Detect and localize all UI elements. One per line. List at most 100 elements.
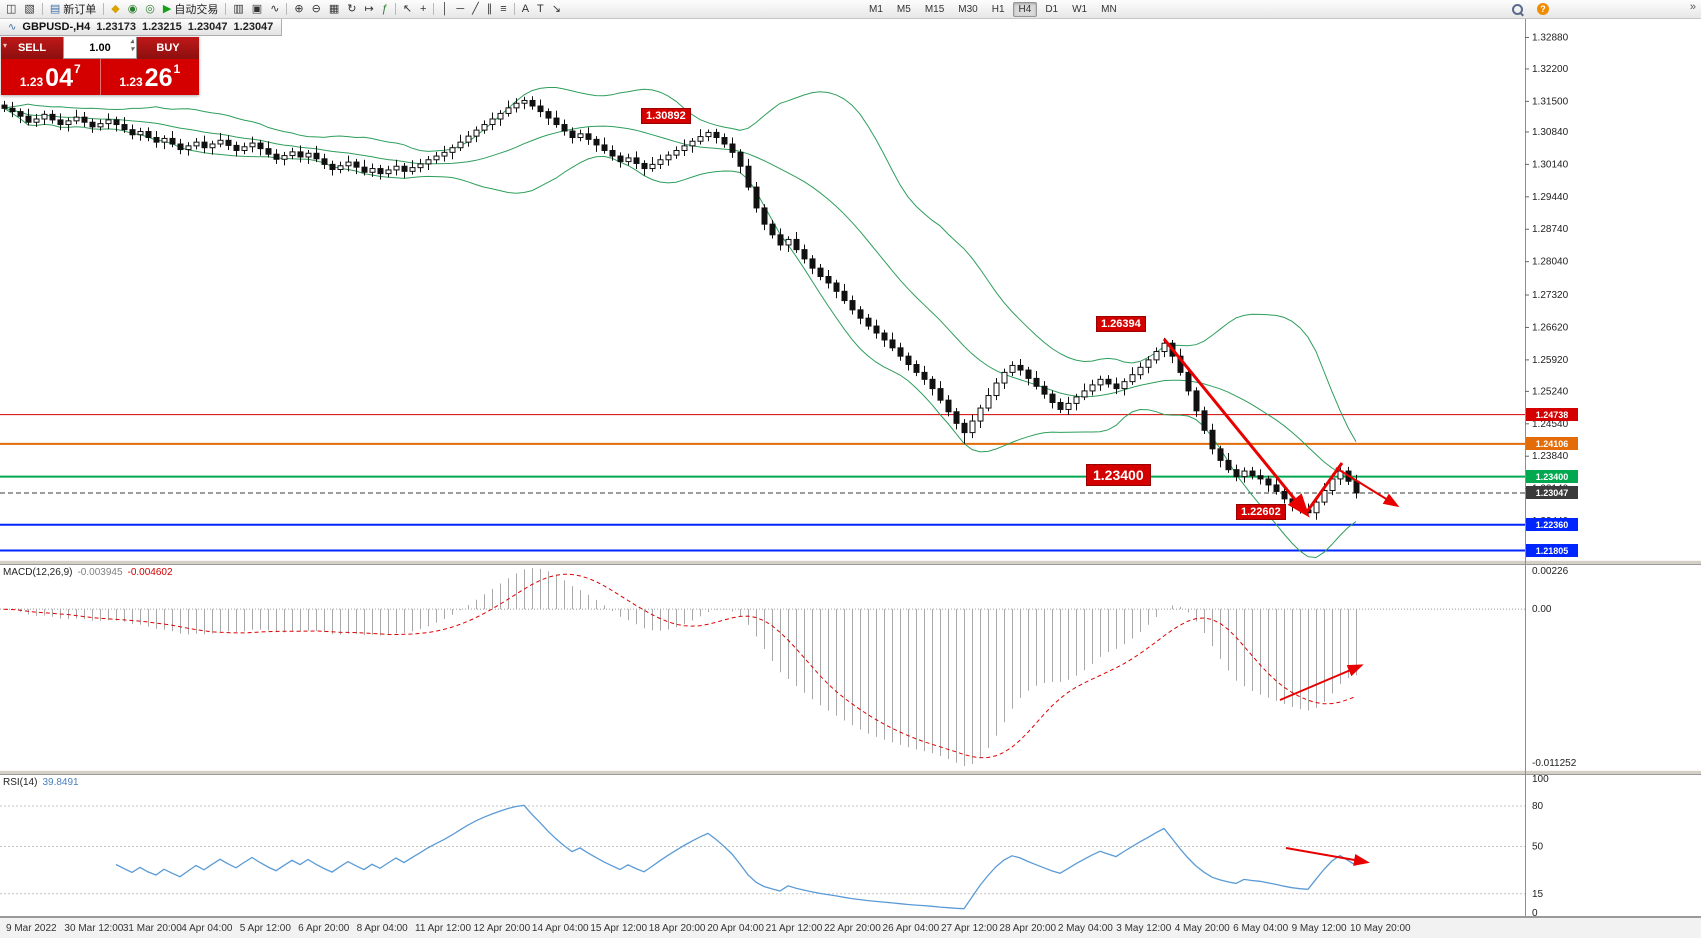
- svg-text:4 May 20:00: 4 May 20:00: [1175, 923, 1230, 934]
- svg-text:27 Apr 12:00: 27 Apr 12:00: [941, 923, 998, 934]
- trend-arrows: [1162, 338, 1400, 866]
- chart-tab[interactable]: ∿ GBPUSD-,H4 1.23173 1.23215 1.23047 1.2…: [0, 18, 283, 36]
- text-label-icon: T: [537, 3, 544, 15]
- zoom-out-icon: ⊖: [311, 3, 321, 15]
- annotation-price-label: 1.22602: [1236, 504, 1286, 520]
- new-order-button[interactable]: ▤ 新订单: [46, 1, 100, 17]
- chart-profiles-icon[interactable]: ▧: [20, 1, 38, 17]
- svg-text:5 Apr 12:00: 5 Apr 12:00: [240, 923, 292, 934]
- volume-spinner[interactable]: ▴ ▾: [130, 38, 134, 53]
- new-order-button: ▤: [49, 3, 61, 15]
- trade-panel-collapse-icon[interactable]: ▾: [3, 41, 8, 50]
- quote-close: 1.23047: [233, 21, 274, 33]
- rsi-indicator-label: RSI(14) 39.8491: [3, 777, 79, 788]
- sell-price[interactable]: 1.23 04 7: [19, 62, 81, 92]
- navigator-icon: ◎: [145, 3, 155, 15]
- svg-text:6 May 04:00: 6 May 04:00: [1233, 923, 1288, 934]
- navigator-icon[interactable]: ◎: [141, 1, 159, 17]
- auto-scroll-icon[interactable]: ↻: [343, 1, 360, 17]
- timeframe-m15-button[interactable]: M15: [924, 3, 945, 15]
- top-toolbar: ◫ ▧ ▤ 新订单 ◆ ◉ ◎ ▶ 自动交易 ▥ ▣ ∿ ⊕ ⊖ ▦ ↻ ↦ ƒ ↖ + │ ─ ╱ ∥ ≡ A T ↘ M1 M5 M1…: [0, 0, 1701, 19]
- channel-icon[interactable]: ∥: [483, 1, 497, 17]
- candlestick-icon[interactable]: ▣: [248, 1, 266, 17]
- macd-axis[interactable]: 0.00226 0.00 -0.011252: [1532, 566, 1577, 769]
- svg-text:30 Mar 12:00: 30 Mar 12:00: [64, 923, 123, 934]
- indicators-icon[interactable]: ƒ: [378, 1, 392, 17]
- zoom-in-icon[interactable]: ⊕: [290, 1, 307, 17]
- pane-separator[interactable]: [0, 560, 1701, 564]
- toolbar-separator: [433, 3, 435, 15]
- svg-text:3 May 12:00: 3 May 12:00: [1116, 923, 1171, 934]
- trendline-icon[interactable]: ╱: [468, 1, 483, 17]
- arrows-tool-icon[interactable]: ↘: [548, 1, 565, 17]
- timeframe-w1-button[interactable]: W1: [1072, 3, 1088, 15]
- zoom-out-icon[interactable]: ⊖: [308, 1, 325, 17]
- svg-text:1.28740: 1.28740: [1532, 224, 1569, 235]
- svg-text:22 Apr 20:00: 22 Apr 20:00: [824, 923, 881, 934]
- toolbar-separator: [394, 3, 396, 15]
- svg-text:1.30840: 1.30840: [1532, 127, 1569, 138]
- market-watch-icon[interactable]: ◉: [124, 1, 142, 17]
- price-level-tag: 1.22360: [1526, 518, 1578, 532]
- autotrading-button-label: 自动交易: [174, 4, 219, 16]
- price-level-tag: 1.21805: [1526, 544, 1578, 557]
- text-label-icon[interactable]: T: [533, 1, 548, 17]
- timeframe-m30-button[interactable]: M30: [958, 3, 978, 15]
- cursor-icon[interactable]: ↖: [399, 1, 416, 17]
- timeframe-m5-button[interactable]: M5: [896, 3, 911, 15]
- ohlc-bars-icon[interactable]: ▥: [229, 1, 247, 17]
- pane-separator[interactable]: [0, 770, 1701, 774]
- auto-scroll-icon: ↻: [347, 3, 357, 15]
- search-icon[interactable]: [1508, 1, 1527, 17]
- help-icon[interactable]: ?: [1533, 1, 1553, 17]
- timeframe-mn-button[interactable]: MN: [1101, 3, 1117, 15]
- timeframe-d1-button[interactable]: D1: [1045, 3, 1059, 15]
- svg-text:1.32200: 1.32200: [1532, 64, 1569, 75]
- trade-price-display: 1.23 04 7 1.23 26 1: [1, 59, 199, 95]
- autotrading-button[interactable]: ▶ 自动交易: [159, 1, 222, 17]
- crosshair-icon[interactable]: +: [416, 1, 430, 17]
- tile-windows-icon: ▦: [328, 3, 340, 15]
- zoom-in-icon: ⊕: [294, 3, 304, 15]
- volume-input[interactable]: 1.00 ▴ ▾: [63, 37, 137, 59]
- svg-text:80: 80: [1532, 801, 1544, 812]
- timeframe-h4-button[interactable]: H4: [1012, 1, 1038, 17]
- timeframe-m1-button[interactable]: M1: [869, 3, 883, 15]
- toolbar-separator: [225, 3, 227, 15]
- buy-button[interactable]: BUY: [137, 37, 199, 59]
- svg-text:26 Apr 04:00: 26 Apr 04:00: [883, 923, 940, 934]
- rsi-axis[interactable]: 100 80 50 15 0: [1532, 774, 1549, 919]
- buy-price[interactable]: 1.23 26 1: [99, 59, 200, 95]
- new-chart-icon: ◫: [6, 3, 17, 15]
- line-chart-icon[interactable]: ∿: [266, 1, 283, 17]
- svg-text:1.25920: 1.25920: [1532, 355, 1569, 366]
- svg-text:1.28040: 1.28040: [1532, 257, 1569, 268]
- vertical-line-icon[interactable]: │: [437, 1, 452, 17]
- toolbar-overflow-icon[interactable]: »: [1689, 1, 1696, 13]
- text-icon[interactable]: A: [518, 1, 533, 17]
- chart-profiles-icon: ▧: [24, 3, 35, 15]
- svg-text:18 Apr 20:00: 18 Apr 20:00: [649, 923, 706, 934]
- new-chart-icon[interactable]: ◫: [2, 1, 20, 17]
- svg-text:14 Apr 04:00: 14 Apr 04:00: [532, 923, 589, 934]
- horizontal-lines: [0, 414, 1525, 552]
- favorites-icon[interactable]: ◆: [107, 1, 123, 17]
- price-level-tag: 1.24738: [1526, 408, 1578, 422]
- fibonacci-icon: ≡: [500, 3, 507, 15]
- fibonacci-icon[interactable]: ≡: [496, 1, 510, 17]
- cursor-icon: ↖: [402, 3, 413, 15]
- tile-windows-icon[interactable]: ▦: [325, 1, 343, 17]
- toolbar-separator: [103, 3, 105, 15]
- time-axis[interactable]: [0, 918, 1701, 938]
- trendline-icon: ╱: [472, 3, 479, 15]
- horizontal-line-icon[interactable]: ─: [452, 1, 468, 17]
- toolbar-separator: [41, 3, 43, 15]
- timeframe-h1-button[interactable]: H1: [991, 3, 1005, 15]
- svg-text:0: 0: [1532, 908, 1538, 919]
- chart-shift-icon[interactable]: ↦: [360, 1, 377, 17]
- svg-text:50: 50: [1532, 842, 1544, 853]
- svg-text:1.23840: 1.23840: [1532, 451, 1569, 462]
- sell-button[interactable]: SELL: [1, 37, 63, 59]
